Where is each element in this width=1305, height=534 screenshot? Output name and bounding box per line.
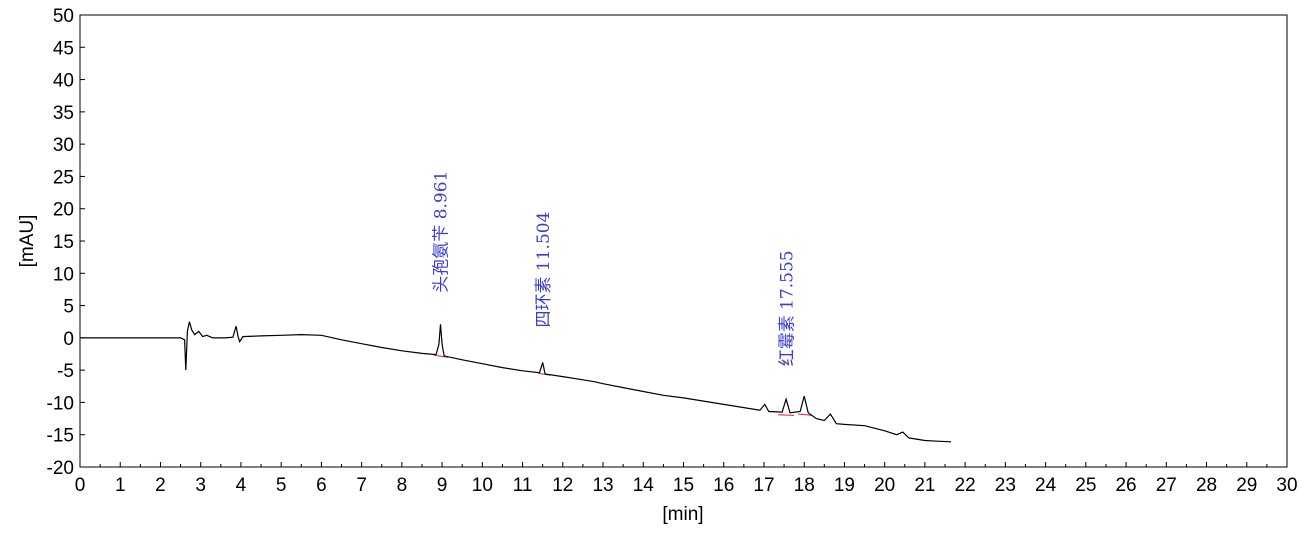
x-tick-label: 10 [472,475,493,496]
peak-baselines [433,354,813,416]
x-tick-label: 1 [115,475,126,496]
y-tick-label: -20 [47,458,74,479]
x-tick-label: 28 [1196,475,1217,496]
peak-baseline [798,413,813,416]
peak-baseline [778,414,795,416]
y-tick-label: 40 [53,71,74,92]
x-tick-label: 25 [1075,475,1096,496]
y-tick-label: 15 [53,232,74,253]
x-tick-label: 26 [1115,475,1136,496]
x-tick-label: 11 [513,475,533,496]
x-tick-label: 16 [713,475,734,496]
x-tick-label: 7 [356,475,367,496]
chromatogram-trace [80,321,952,443]
x-tick-label: 29 [1236,475,1257,496]
x-tick-label: 9 [437,475,448,496]
x-tick-label: 4 [236,475,247,496]
x-tick-label: 20 [874,475,895,496]
x-tick-label: 13 [592,475,613,496]
x-tick-label: 21 [914,475,935,496]
peak-annotations: 头孢氨苄 8.961 四环素 11.504 红霉素 17.555 [432,171,798,367]
y-tick-label: 30 [53,135,74,156]
x-tick-label: 18 [794,475,815,496]
x-tick-label: 14 [633,475,655,496]
y-tick-label: 45 [53,38,74,59]
y-tick-label: -5 [57,361,74,382]
y-tick-label: 5 [63,297,74,318]
peak-baseline [433,354,449,358]
x-axis: 0 1 2 3 4 5 6 7 8 9 10 11 12 13 14 15 16 17 18 19 20 21 22 23 24… [75,462,1298,496]
x-tick-label: 23 [995,475,1016,496]
y-tick-label: -15 [47,426,74,447]
x-axis-title: [min] [662,504,703,525]
x-tick-label: 6 [316,475,327,496]
y-tick-label: 20 [53,200,74,221]
x-tick-label: 12 [552,475,573,496]
y-tick-label: 35 [53,103,74,124]
x-tick-label: 27 [1156,475,1177,496]
y-tick-label: 10 [53,264,74,285]
y-tick-label: -10 [47,393,74,414]
y-axis-title: [mAU] [17,215,38,268]
plot-frame [79,14,1288,468]
x-tick-label: 22 [955,475,976,496]
peak-label: 四环素 11.504 [534,212,554,328]
y-tick-label: 25 [53,167,74,188]
x-tick-label: 3 [195,475,206,496]
x-tick-label: 2 [155,475,166,496]
x-tick-label: 5 [276,475,287,496]
x-tick-label: 19 [834,475,855,496]
x-tick-label: 17 [753,475,774,496]
y-tick-label: 0 [63,329,74,350]
x-tick-label: 24 [1035,475,1057,496]
x-tick-label: 30 [1276,475,1297,496]
x-tick-label: 15 [673,475,694,496]
x-tick-label: 0 [75,475,86,496]
peak-label: 头孢氨苄 8.961 [432,171,452,293]
peak-label: 红霉素 17.555 [777,250,797,366]
y-tick-label: 50 [53,6,74,27]
x-tick-label: 8 [397,475,408,496]
